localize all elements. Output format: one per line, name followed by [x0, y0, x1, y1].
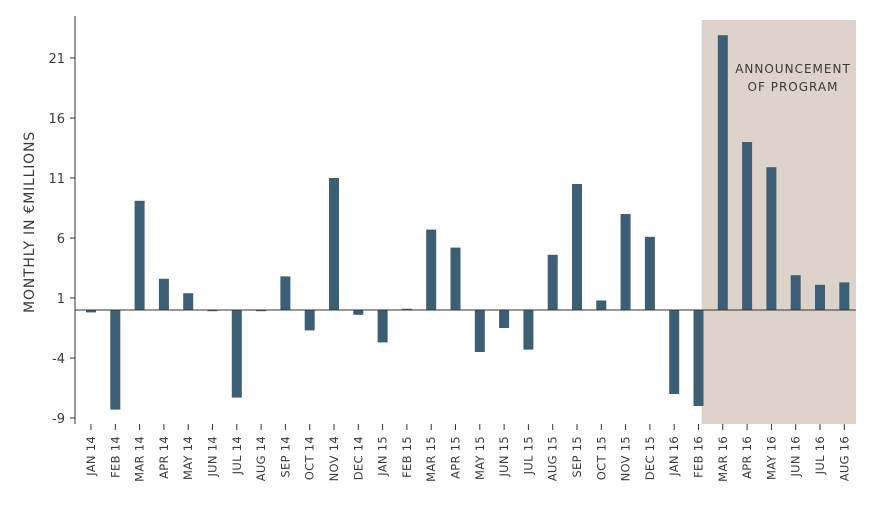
- bar-sep-15: [572, 184, 582, 310]
- bar-mar-14: [134, 200, 145, 310]
- bar-jul-16: [815, 284, 825, 310]
- y-tick-label: 11: [48, 172, 65, 187]
- y-tick-label: 6: [57, 232, 65, 247]
- bar-oct-14: [304, 310, 315, 331]
- y-tick-label: 16: [48, 112, 65, 127]
- bar-aug-15: [547, 254, 558, 310]
- x-tick-label: JUN 16: [789, 436, 803, 478]
- bar-jul-15: [523, 310, 534, 350]
- x-tick-label: APR 15: [449, 436, 463, 479]
- y-tick-label: 1: [57, 292, 65, 307]
- x-tick-label: DEC 14: [351, 436, 365, 480]
- bar-may-15: [474, 310, 485, 352]
- y-axis-label: MONTHLY IN €MILLIONS: [22, 131, 38, 313]
- x-tick-label: JAN 14: [84, 436, 98, 477]
- announcement-annotation: ANNOUNCEMENT OF PROGRAM: [735, 62, 851, 94]
- bar-may-14: [183, 293, 194, 310]
- x-tick-label: FEB 16: [692, 436, 706, 478]
- x-tick-label: JUL 16: [813, 436, 827, 475]
- x-tick-label: JAN 16: [667, 436, 681, 477]
- x-tick-label: OCT 14: [303, 436, 317, 480]
- bar-mar-16: [717, 35, 728, 310]
- bar-jan-16: [669, 310, 680, 394]
- announcement-label-line: OF PROGRAM: [748, 80, 839, 94]
- bars-group: [86, 35, 850, 410]
- x-tick-label: SEP 15: [570, 436, 584, 478]
- bar-jun-14: [207, 310, 218, 312]
- x-tick-label: NOV 15: [619, 436, 633, 481]
- bar-dec-14: [353, 310, 364, 315]
- x-tick-label: OCT 15: [594, 436, 608, 480]
- x-tick-label: JUL 15: [521, 436, 535, 475]
- bar-apr-14: [158, 278, 169, 310]
- x-tick-label: MAY 15: [473, 436, 487, 480]
- x-tick-label: MAR 16: [716, 436, 730, 482]
- x-tick-label: APR 16: [740, 436, 754, 479]
- y-ticks-group: 21 16 11 6 1 -4 -9: [48, 52, 75, 427]
- x-tick-label: MAY 14: [181, 436, 195, 480]
- x-tick-label: JAN 15: [376, 436, 390, 477]
- bar-aug-14: [256, 310, 267, 312]
- y-tick-label: 21: [48, 52, 65, 67]
- bar-apr-16: [742, 142, 753, 310]
- bar-feb-14: [110, 310, 121, 410]
- x-tick-label: JUL 14: [230, 436, 244, 475]
- x-tick-label: FEB 14: [108, 436, 122, 478]
- bar-nov-14: [329, 178, 339, 310]
- announcement-label-line: ANNOUNCEMENT: [735, 62, 851, 76]
- x-tick-label: MAR 14: [133, 436, 147, 482]
- bar-jun-15: [499, 310, 510, 328]
- bar-jun-16: [790, 275, 801, 310]
- x-tick-label: AUG 14: [254, 436, 268, 481]
- x-tick-label: MAY 16: [764, 436, 778, 480]
- bar-feb-15: [401, 308, 412, 310]
- bar-nov-15: [620, 214, 631, 310]
- x-tick-label: SEP 14: [278, 436, 292, 478]
- bar-oct-15: [596, 300, 607, 310]
- bar-feb-16: [693, 310, 704, 406]
- x-tick-label: AUG 16: [837, 436, 851, 481]
- bar-may-16: [766, 167, 777, 310]
- bar-jul-14: [231, 310, 242, 398]
- x-tick-label: NOV 14: [327, 436, 341, 481]
- x-tick-label: APR 14: [157, 436, 171, 479]
- x-tick-label: DEC 15: [643, 436, 657, 480]
- bar-aug-16: [839, 282, 850, 310]
- x-tick-label: FEB 15: [400, 436, 414, 478]
- x-ticks-group: JAN 14 FEB 14 MAR 14 APR 14 MAY 14 JUN 14 JUL …: [84, 424, 851, 482]
- bar-apr-15: [450, 247, 461, 310]
- x-tick-label: JUN 14: [206, 436, 220, 478]
- bar-sep-14: [280, 276, 291, 310]
- bar-dec-15: [644, 236, 655, 310]
- y-tick-label: -4: [52, 352, 65, 367]
- x-tick-label: MAR 15: [424, 436, 438, 482]
- bar-jan-15: [377, 310, 388, 343]
- x-tick-label: JUN 15: [497, 436, 511, 478]
- bar-mar-15: [426, 229, 437, 310]
- bar-jan-14: [86, 310, 96, 313]
- x-tick-label: AUG 15: [546, 436, 560, 481]
- y-tick-label: -9: [52, 412, 65, 427]
